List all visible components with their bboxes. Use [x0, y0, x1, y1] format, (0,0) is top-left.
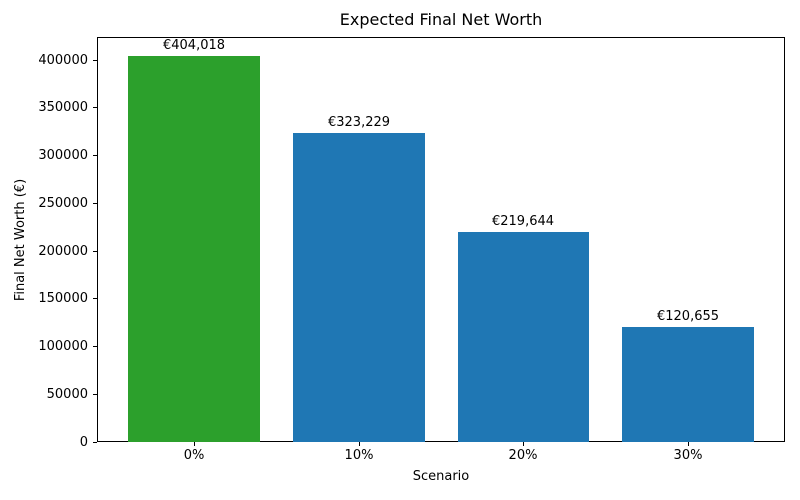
- x-tick-label: 0%: [183, 448, 205, 463]
- y-tick-label: 300000: [38, 148, 88, 163]
- y-tick-mark: [93, 298, 97, 299]
- x-tick-mark: [359, 442, 360, 446]
- x-tick-mark: [688, 442, 689, 446]
- y-tick-label: 250000: [38, 196, 88, 211]
- x-tick-mark: [194, 442, 195, 446]
- x-axis-label: Scenario: [412, 469, 470, 484]
- bar-value-label: €404,018: [162, 38, 226, 53]
- bar-value-label: €120,655: [656, 309, 720, 324]
- y-tick-label: 400000: [38, 53, 88, 68]
- x-tick-label: 20%: [508, 448, 538, 463]
- chart-title: Expected Final Net Worth: [339, 10, 543, 29]
- y-tick-label: 200000: [38, 244, 88, 259]
- y-tick-mark: [93, 203, 97, 204]
- bar-value-label: €219,644: [491, 214, 555, 229]
- y-tick-label: 150000: [38, 291, 88, 306]
- bar: [457, 232, 590, 442]
- y-axis-label: Final Net Worth (€): [13, 178, 28, 302]
- bar: [128, 56, 260, 442]
- y-tick-mark: [93, 155, 97, 156]
- x-tick-label: 10%: [344, 448, 374, 463]
- x-tick-mark: [523, 442, 524, 446]
- y-tick-mark: [93, 107, 97, 108]
- y-tick-label: 100000: [38, 339, 88, 354]
- y-tick-mark: [93, 60, 97, 61]
- bar: [622, 326, 754, 442]
- y-tick-mark: [93, 251, 97, 252]
- bar: [292, 133, 425, 442]
- y-tick-label: 0: [79, 435, 88, 450]
- bar-value-label: €323,229: [327, 115, 391, 130]
- y-tick-label: 50000: [46, 387, 88, 402]
- x-tick-label: 30%: [673, 448, 703, 463]
- y-tick-mark: [93, 346, 97, 347]
- y-tick-label: 350000: [38, 100, 88, 115]
- y-tick-mark: [93, 394, 97, 395]
- y-tick-mark: [93, 442, 97, 443]
